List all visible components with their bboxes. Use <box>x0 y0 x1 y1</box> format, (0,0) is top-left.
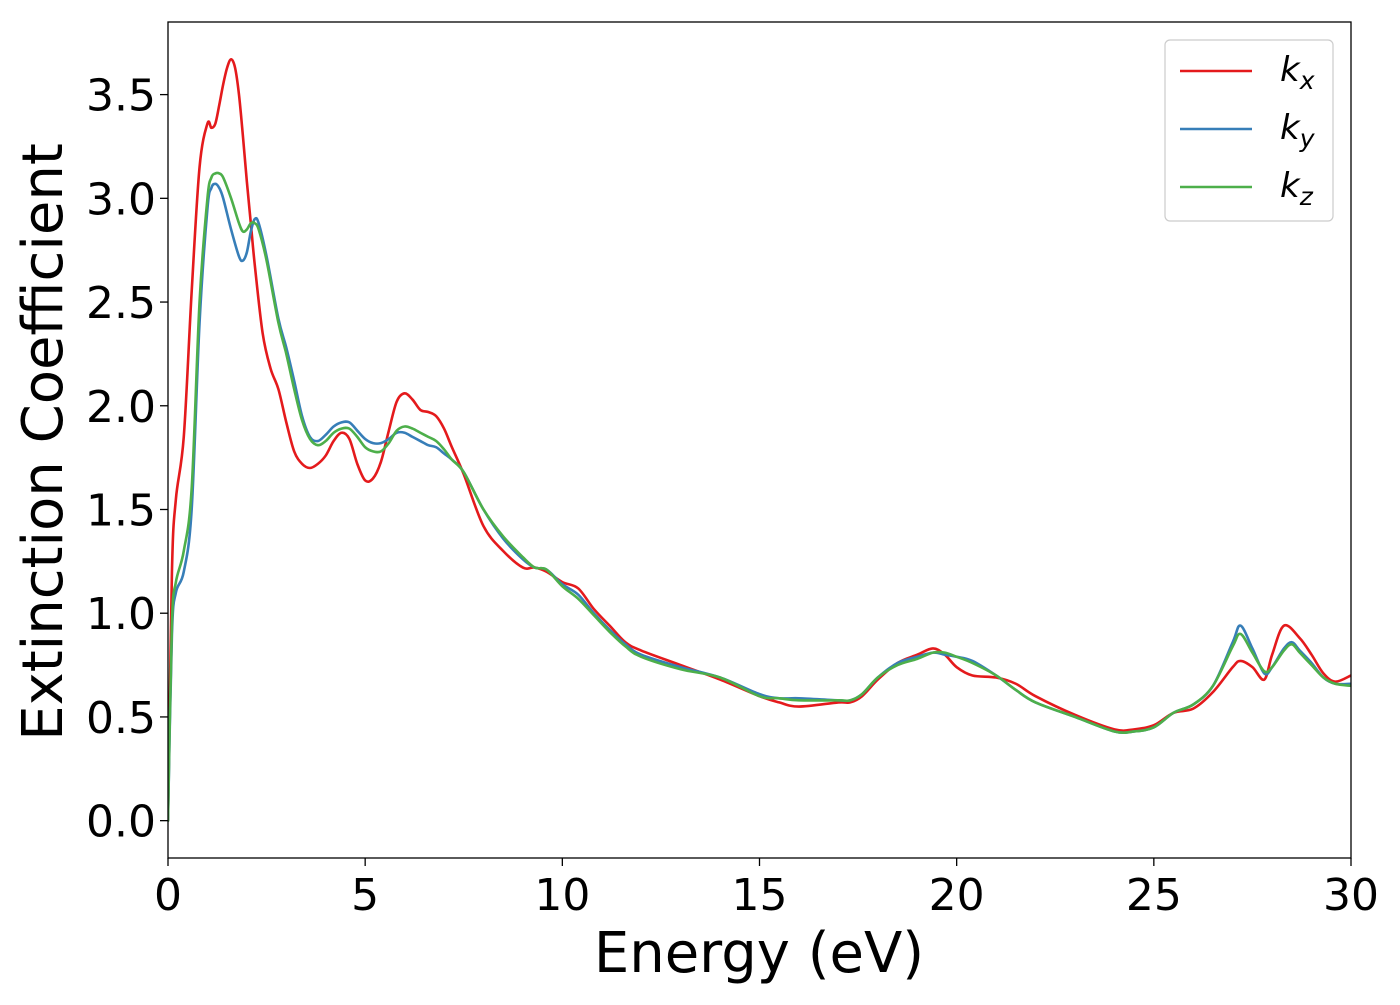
axes-group: 0 5 10 15 20 25 30 0.0 0.5 1.0 1.5 2.0 2.5 3.0 3.5 <box>86 21 1379 921</box>
y-tick-label: 2.0 <box>86 382 156 433</box>
legend-label-x: kx <box>1280 50 1315 95</box>
x-tick-label: 0 <box>154 870 182 921</box>
legend: kx ky kz <box>1164 39 1334 222</box>
y-tick-label: 0.5 <box>86 693 156 744</box>
x-tick-label: 5 <box>351 870 379 921</box>
x-axis-title: Energy (eV) <box>594 921 924 986</box>
y-tick-label: 1.5 <box>86 485 156 536</box>
x-tick-label: 10 <box>534 870 590 921</box>
y-tick-label: 3.0 <box>86 174 156 225</box>
y-axis-title: Extinction Coefficient <box>11 143 76 741</box>
y-tick-label: 2.5 <box>86 278 156 329</box>
legend-label-y: ky <box>1280 108 1316 153</box>
legend-box <box>1164 39 1334 222</box>
x-tick-label: 15 <box>732 870 788 921</box>
y-tick-label: 0.0 <box>86 797 156 848</box>
x-tick-label: 20 <box>929 870 985 921</box>
x-tick-label: 25 <box>1126 870 1182 921</box>
y-tick-label: 3.5 <box>86 71 156 122</box>
series-line-z <box>168 171 1351 822</box>
y-tick-label: 1.0 <box>86 589 156 640</box>
series-line-x <box>168 58 1351 822</box>
x-tick-label: 30 <box>1323 870 1379 921</box>
legend-label-z: kz <box>1280 166 1314 211</box>
series-group <box>168 58 1351 822</box>
series-line-y <box>168 182 1351 822</box>
